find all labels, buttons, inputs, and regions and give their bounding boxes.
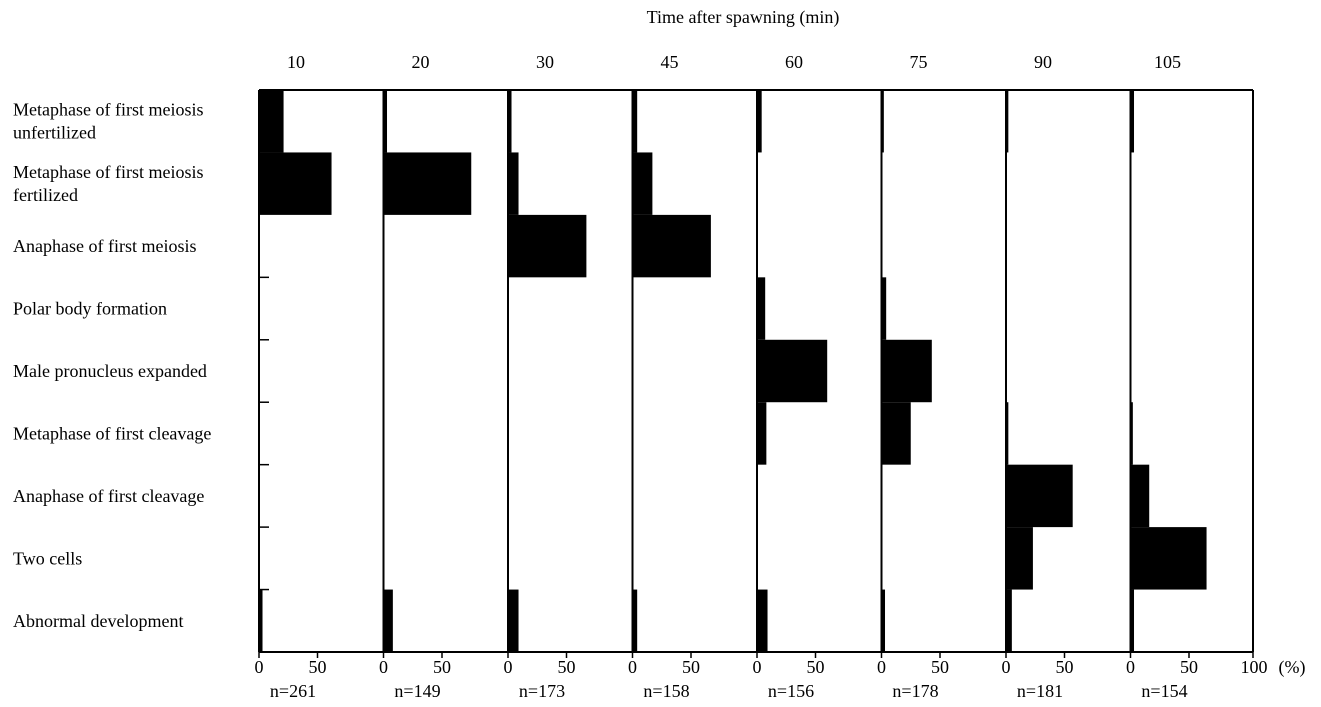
x-tick-label: 0 bbox=[255, 657, 264, 677]
bar-10-row-8 bbox=[259, 589, 263, 652]
panel-n-label: n=158 bbox=[643, 681, 689, 701]
bar-30-row-8 bbox=[508, 589, 519, 652]
x-tick-label: 50 bbox=[1180, 657, 1198, 677]
bar-30-row-1 bbox=[508, 152, 519, 215]
bar-60-row-0 bbox=[757, 90, 762, 153]
bar-105-row-0 bbox=[1130, 90, 1135, 153]
category-label-8: Abnormal development bbox=[13, 611, 183, 631]
panel-30: 30 0 50 n=173 bbox=[504, 52, 587, 701]
x-tick-label: 50 bbox=[309, 657, 327, 677]
bar-45-row-8 bbox=[632, 589, 638, 652]
x-tick-label: 50 bbox=[1056, 657, 1074, 677]
bar-60-row-3 bbox=[757, 277, 766, 340]
category-label-0-line-1: unfertilized bbox=[13, 123, 96, 143]
bar-20-row-8 bbox=[383, 589, 393, 652]
category-label-1-line-1: fertilized bbox=[13, 185, 78, 205]
category-label-2: Anaphase of first meiosis bbox=[13, 236, 196, 256]
bar-30-row-0 bbox=[508, 90, 512, 153]
category-label-4: Male pronucleus expanded bbox=[13, 361, 207, 381]
panel-20: 20 0 50 n=149 bbox=[379, 52, 472, 701]
bar-75-row-0 bbox=[881, 90, 884, 153]
x-tick-label: 0 bbox=[1126, 657, 1135, 677]
bar-75-row-8 bbox=[881, 589, 886, 652]
panel-n-label: n=178 bbox=[892, 681, 938, 701]
x-tick-label: 0 bbox=[753, 657, 762, 677]
x-tick-label: 50 bbox=[807, 657, 825, 677]
panel-time-label: 105 bbox=[1154, 52, 1181, 72]
bar-60-row-5 bbox=[757, 402, 767, 465]
x-tick-label: 0 bbox=[1002, 657, 1011, 677]
panel-time-label: 90 bbox=[1034, 52, 1052, 72]
panel-time-label: 75 bbox=[910, 52, 928, 72]
bar-105-row-5 bbox=[1130, 402, 1133, 465]
bar-105-row-7 bbox=[1130, 527, 1207, 590]
bar-45-row-2 bbox=[632, 214, 711, 278]
category-label-5: Metaphase of first cleavage bbox=[13, 423, 211, 443]
panel-n-label: n=181 bbox=[1017, 681, 1063, 701]
chart-title: Time after spawning (min) bbox=[647, 7, 840, 28]
panel-75: 75 0 50 n=178 bbox=[877, 52, 949, 701]
category-label-1-line-0: Metaphase of first meiosis bbox=[13, 162, 203, 182]
panel-time-label: 20 bbox=[412, 52, 430, 72]
bar-90-row-5 bbox=[1006, 402, 1009, 465]
panel-n-label: n=154 bbox=[1141, 681, 1187, 701]
panel-time-label: 10 bbox=[287, 52, 305, 72]
x-tick-label: 50 bbox=[558, 657, 576, 677]
bar-75-row-4 bbox=[881, 339, 932, 403]
panel-45: 45 0 50 n=158 bbox=[628, 52, 711, 701]
bar-45-row-1 bbox=[632, 152, 653, 215]
x-tick-label: 0 bbox=[628, 657, 637, 677]
x-tick-label: 0 bbox=[504, 657, 513, 677]
bar-45-row-0 bbox=[632, 90, 638, 153]
category-label-7: Two cells bbox=[13, 548, 82, 568]
category-labels: Metaphase of first meiosis unfertilized Me… bbox=[13, 100, 211, 631]
panel-time-label: 45 bbox=[661, 52, 679, 72]
bar-75-row-5 bbox=[881, 402, 911, 465]
bar-60-row-8 bbox=[757, 589, 768, 652]
category-label-6: Anaphase of first cleavage bbox=[13, 486, 204, 506]
bar-105-row-6 bbox=[1130, 464, 1150, 528]
x-tick-label: 50 bbox=[433, 657, 451, 677]
bar-30-row-2 bbox=[508, 214, 587, 278]
bar-10-row-1 bbox=[259, 152, 332, 215]
bar-90-row-8 bbox=[1006, 589, 1012, 652]
bar-10-row-0 bbox=[259, 90, 284, 153]
panel-105: 105 0 50 n=154 bbox=[1126, 52, 1207, 701]
bar-90-row-7 bbox=[1006, 527, 1033, 590]
panel-time-label: 30 bbox=[536, 52, 554, 72]
chart-panels: 10 0 50 n=261 20 0 50 n=149 30 0 50 n=173 45 0 50 n=158… bbox=[255, 52, 1254, 701]
panel-time-label: 60 bbox=[785, 52, 803, 72]
bar-20-row-1 bbox=[383, 152, 472, 215]
panel-n-label: n=261 bbox=[270, 681, 316, 701]
x-tick-label: 0 bbox=[877, 657, 886, 677]
category-label-3: Polar body formation bbox=[13, 299, 167, 319]
bar-105-row-8 bbox=[1130, 589, 1135, 652]
bar-20-row-0 bbox=[383, 90, 388, 153]
bar-60-row-4 bbox=[757, 339, 828, 403]
panel-60: 60 0 50 n=156 bbox=[753, 52, 828, 701]
x-tick-label: 50 bbox=[682, 657, 700, 677]
panel-n-label: n=149 bbox=[394, 681, 440, 701]
category-label-0-line-0: Metaphase of first meiosis bbox=[13, 100, 203, 120]
panel-n-label: n=173 bbox=[519, 681, 565, 701]
panel-90: 90 0 50 n=181 bbox=[1002, 52, 1074, 701]
x-unit-label: (%) bbox=[1279, 657, 1306, 678]
panel-10: 10 0 50 n=261 bbox=[255, 52, 332, 701]
bar-90-row-6 bbox=[1006, 464, 1073, 528]
bar-90-row-0 bbox=[1006, 90, 1009, 153]
bar-75-row-3 bbox=[881, 277, 887, 340]
x-tick-label: 0 bbox=[379, 657, 388, 677]
panel-n-label: n=156 bbox=[768, 681, 814, 701]
x-end-label: 100 bbox=[1241, 657, 1268, 677]
x-tick-label: 50 bbox=[931, 657, 949, 677]
